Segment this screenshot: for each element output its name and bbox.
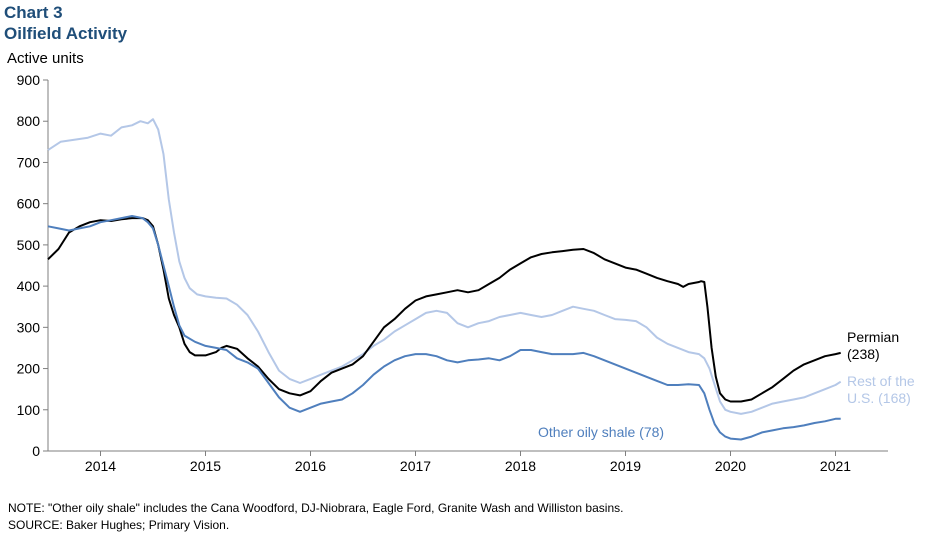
y-tick-label: 800 [17, 113, 41, 129]
series-label-0: Rest of the [847, 373, 915, 389]
note-text: NOTE: "Other oily shale" includes the Ca… [8, 501, 624, 515]
x-tick-label: 2021 [820, 458, 851, 474]
y-tick-label: 500 [17, 237, 41, 253]
y-tick-label: 900 [17, 72, 41, 88]
y-tick-label: 600 [17, 196, 41, 212]
x-tick-label: 2016 [295, 458, 326, 474]
x-tick-label: 2015 [190, 458, 221, 474]
x-tick-label: 2020 [715, 458, 746, 474]
y-tick-label: 700 [17, 154, 41, 170]
x-tick-label: 2014 [85, 458, 116, 474]
source-text: SOURCE: Baker Hughes; Primary Vision. [8, 518, 230, 532]
y-axis-unit-label: Active units [7, 50, 84, 67]
x-tick-label: 2019 [610, 458, 641, 474]
y-tick-label: 200 [17, 361, 41, 377]
y-tick-label: 0 [32, 443, 40, 459]
y-tick-label: 300 [17, 319, 41, 335]
y-tick-label: 400 [17, 278, 41, 294]
x-tick-label: 2017 [400, 458, 431, 474]
chart-title: Oilfield Activity [4, 24, 128, 43]
series-line-1 [47, 217, 841, 403]
series-label-0: U.S. (168) [847, 390, 911, 406]
x-tick-label: 2018 [505, 458, 536, 474]
y-tick-label: 100 [17, 402, 41, 418]
series-label-1: Permian [847, 329, 899, 345]
series-label-1: (238) [847, 346, 880, 362]
series-line-2 [47, 215, 841, 441]
title-block: Chart 3 Oilfield Activity [4, 2, 127, 44]
series-label-2: Other oily shale (78) [538, 424, 664, 440]
footnotes: NOTE: "Other oily shale" includes the Ca… [8, 500, 623, 534]
chart-number: Chart 3 [4, 3, 63, 22]
series-line-0 [47, 118, 842, 415]
